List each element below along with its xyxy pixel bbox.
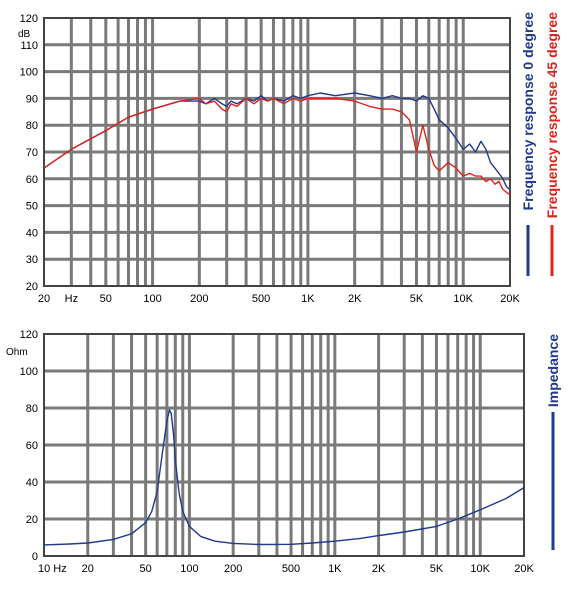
y-unit-label: dB [18, 29, 31, 40]
y-tick-label: 80 [26, 120, 38, 132]
y-tick-label: 0 [32, 551, 38, 563]
x-tick-label: 1K [301, 293, 315, 305]
x-tick-label: 50 [139, 563, 151, 575]
y-tick-label: 70 [26, 147, 38, 159]
x-tick-label: 200 [224, 563, 242, 575]
x-tick-label: 10K [453, 293, 473, 305]
series-line [43, 409, 525, 546]
x-tick-label: 500 [282, 563, 300, 575]
y-tick-label: 40 [26, 477, 38, 489]
x-tick-label: 5K [410, 293, 424, 305]
x-tick-label: 100 [180, 563, 198, 575]
y-tick-label: 100 [20, 67, 38, 79]
x-tick-label: 50 [100, 293, 112, 305]
y-tick-label: 100 [20, 366, 38, 378]
x-tick-label: 10K [470, 563, 490, 575]
y-tick-label: 20 [26, 514, 38, 526]
y-tick-label: 50 [26, 201, 38, 213]
x-tick-label: 20 [82, 563, 94, 575]
series-line [43, 92, 511, 191]
y-tick-label: 110 [20, 40, 38, 52]
x-tick-label: 20 [38, 293, 50, 305]
x-tick-label: 1K [328, 563, 342, 575]
frequency-response-chart: 20 30 40 50 60 70 80 90 100 110 120 dB 20 Hz 50 100 200 5… [18, 12, 560, 305]
legend-label: Frequency response 0 degree [520, 12, 536, 211]
y-tick-label: 60 [26, 174, 38, 186]
y-unit-label: Ohm [6, 347, 28, 358]
impedance-chart: 0 20 40 60 80 100 120 Ohm 10 Hz 20 50 100 200 500 1K 2K… [6, 329, 561, 575]
y-tick-label: 60 [26, 440, 38, 452]
x-tick-label: 200 [190, 293, 208, 305]
plot-frame [43, 17, 511, 287]
plot-frame [43, 333, 525, 557]
x-tick-label: 2K [348, 293, 362, 305]
y-tick-label: 40 [26, 227, 38, 239]
x-tick-label: 5K [430, 563, 444, 575]
x-tick-label: 500 [252, 293, 270, 305]
x-tick-label: 10 Hz [38, 563, 67, 575]
x-tick-label: 2K [372, 563, 386, 575]
y-tick-label: 80 [26, 403, 38, 415]
y-tick-label: 30 [26, 254, 38, 266]
x-tick-label: Hz [65, 293, 78, 305]
legend-label: Frequency response 45 degree [544, 12, 560, 218]
y-tick-label: 20 [26, 281, 38, 293]
x-tick-label: 100 [143, 293, 161, 305]
y-tick-label: 90 [26, 93, 38, 105]
legend-label: Impedance [545, 334, 561, 407]
x-tick-label: 20K [500, 293, 520, 305]
series-line [43, 97, 511, 196]
y-tick-label: 120 [20, 329, 38, 341]
y-tick-label: 120 [20, 13, 38, 25]
x-tick-label: 20K [514, 563, 534, 575]
